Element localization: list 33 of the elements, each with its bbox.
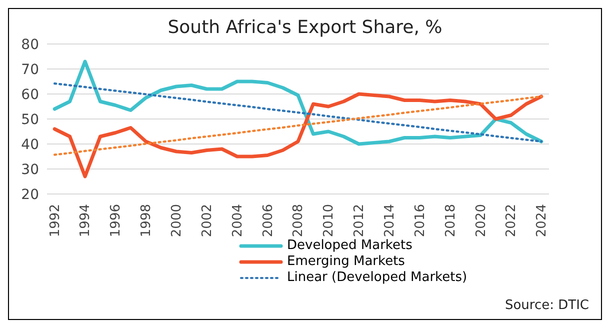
x-tick-label: 1992 [48, 204, 63, 238]
legend-label: Linear (Developed Markets) [287, 270, 468, 286]
y-tick-label: 80 [21, 36, 39, 53]
y-tick-label: 50 [21, 112, 39, 128]
y-tick-label: 30 [21, 162, 39, 178]
x-tick-label: 2012 [352, 204, 368, 238]
legend-label: Developed Markets [287, 238, 412, 254]
x-tick-label: 2010 [322, 204, 337, 238]
x-tick-label: 2000 [170, 204, 185, 238]
line-series [52, 92, 544, 178]
x-tick-label: 2020 [474, 204, 489, 238]
x-tick-label: 2022 [504, 204, 520, 238]
x-tick-label: 1994 [78, 204, 94, 238]
x-tick-label: 2004 [230, 204, 246, 238]
legend-label: Emerging Markets [287, 254, 405, 270]
y-tick-label: 60 [21, 86, 39, 103]
x-tick-label: 2018 [443, 204, 458, 238]
line-series [52, 60, 544, 146]
x-tick-label: 1998 [139, 204, 154, 238]
x-tick-label: 2006 [260, 204, 276, 238]
chart-title: South Africa's Export Share, % [166, 17, 444, 38]
y-tick-label: 70 [21, 62, 39, 78]
x-tick-label: 2008 [291, 204, 306, 238]
line-series [54, 95, 542, 156]
x-tick-label: 2024 [534, 204, 550, 238]
y-tick-label: 40 [21, 136, 39, 153]
x-tick-label: 2014 [382, 204, 398, 238]
x-tick-label: 2002 [200, 204, 215, 238]
y-tick-label: 20 [21, 186, 39, 203]
x-tick-label: 2016 [412, 204, 428, 238]
line-series [54, 82, 542, 143]
x-tick-label: 1996 [108, 204, 124, 238]
source-note: Source: DTIC [504, 298, 589, 313]
